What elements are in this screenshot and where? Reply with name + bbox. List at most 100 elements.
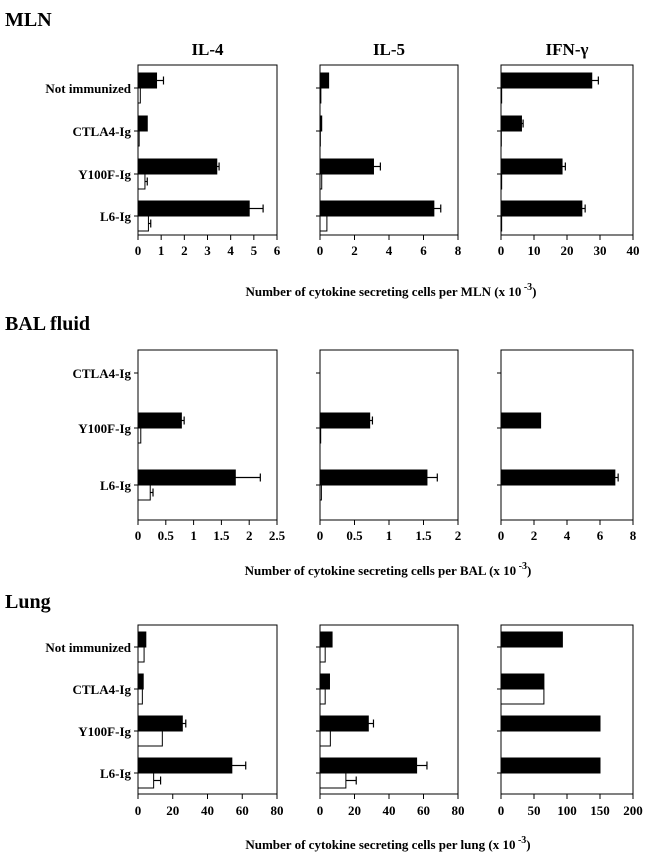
bar-open	[137, 688, 143, 705]
bar-open	[319, 173, 323, 190]
chart-root: MLN Not immunized CTLA4-Ig Y100F-Ig L6-Ig Num…	[5, 9, 643, 852]
category-label: Not immunized	[45, 81, 131, 96]
x-tick-label: 80	[452, 803, 465, 818]
bar-filled	[319, 469, 428, 486]
bar-filled	[319, 757, 418, 774]
panel-IL-5: 0 20 40 60 80	[316, 624, 465, 818]
bar-filled	[137, 115, 148, 132]
x-tick-label: 0	[135, 803, 142, 818]
bar-filled	[500, 412, 542, 429]
x-tick-label: 4	[386, 243, 393, 258]
bar-filled	[319, 200, 435, 217]
bar-filled	[500, 631, 563, 648]
bar-open	[500, 87, 503, 104]
bar-filled	[319, 158, 374, 175]
section-lung: Lung Not immunized CTLA4-Ig Y100F-Ig L6-Ig Nu…	[5, 591, 643, 852]
bar-filled	[137, 200, 250, 217]
x-tick-label: 0.5	[346, 528, 363, 543]
bar-filled	[137, 469, 236, 486]
panel-IL-4: 0 0.5 1 1.5 2 2.5	[134, 349, 286, 543]
section-title: Lung	[5, 591, 51, 613]
x-tick-label: 0	[135, 528, 142, 543]
bar-filled	[137, 72, 158, 89]
x-tick-label: 100	[557, 803, 577, 818]
x-tick-label: 0	[317, 243, 324, 258]
x-tick-label: 0	[317, 803, 324, 818]
panel-IFN-γ: 0 2 4 6 8	[497, 349, 637, 543]
bar-filled	[319, 412, 371, 429]
x-tick-label: 4	[227, 243, 234, 258]
bar-open	[319, 730, 331, 747]
bar-filled	[500, 200, 583, 217]
bar-open	[137, 646, 145, 663]
bar-open	[319, 427, 322, 444]
category-label: CTLA4-Ig	[72, 682, 131, 697]
bar-filled	[319, 715, 369, 732]
x-tick-label: 1	[190, 528, 197, 543]
column-title: IL-4	[191, 40, 224, 59]
bar-open	[137, 427, 142, 444]
bar-filled	[500, 158, 563, 175]
x-tick-label: 6	[597, 528, 604, 543]
x-tick-label: 2.5	[269, 528, 286, 543]
bar-open	[319, 87, 322, 104]
panel-IL-4: IL-4 0 1 2 3 4 5 6	[134, 40, 281, 258]
x-tick-label: 3	[204, 243, 211, 258]
x-tick-label: 6	[274, 243, 281, 258]
axes-frame	[500, 349, 634, 521]
panel-IL-5: 0 0.5 1 1.5 2	[316, 349, 462, 543]
column-title: IL-5	[373, 40, 405, 59]
category-label: L6-Ig	[100, 209, 132, 224]
bar-open	[137, 173, 146, 190]
category-label: L6-Ig	[100, 478, 132, 493]
x-tick-label: 60	[417, 803, 430, 818]
bar-filled	[137, 757, 233, 774]
bar-open	[319, 772, 347, 789]
x-tick-label: 40	[201, 803, 214, 818]
x-tick-label: 0	[498, 243, 505, 258]
bar-filled	[137, 715, 183, 732]
bar-filled	[500, 115, 522, 132]
bar-filled	[137, 631, 147, 648]
x-tick-label: 2	[531, 528, 538, 543]
section-bal-fluid: BAL fluid CTLA4-Ig Y100F-Ig L6-Ig Number of …	[5, 313, 637, 578]
x-tick-label: 10	[528, 243, 541, 258]
bar-open	[137, 484, 151, 501]
bar-open	[319, 646, 326, 663]
x-tick-label: 2	[455, 528, 462, 543]
bar-filled	[319, 673, 330, 690]
panel-IL-5: IL-5 0 2 4 6 8	[316, 40, 462, 258]
x-tick-label: 150	[590, 803, 610, 818]
bar-open	[500, 173, 503, 190]
panel-IFN-γ: IFN-γ 0 10 20 30 40	[497, 40, 640, 258]
section-mln: MLN Not immunized CTLA4-Ig Y100F-Ig L6-Ig Num…	[5, 9, 640, 299]
x-tick-label: 2	[351, 243, 358, 258]
category-label: Y100F-Ig	[78, 724, 131, 739]
bar-filled	[500, 757, 601, 774]
x-tick-label: 30	[594, 243, 607, 258]
category-label: CTLA4-Ig	[72, 124, 131, 139]
x-tick-label: 0	[498, 803, 505, 818]
x-tick-label: 0	[317, 528, 324, 543]
bar-open	[137, 772, 155, 789]
x-tick-label: 50	[528, 803, 541, 818]
x-tick-label: 5	[251, 243, 258, 258]
bar-open	[500, 215, 503, 232]
x-tick-label: 2	[181, 243, 188, 258]
x-tick-label: 200	[623, 803, 643, 818]
bar-filled	[319, 115, 323, 132]
x-tick-label: 20	[166, 803, 179, 818]
x-tick-label: 4	[564, 528, 571, 543]
x-tick-label: 0	[135, 243, 142, 258]
column-title: IFN-γ	[546, 40, 589, 59]
bar-filled	[137, 412, 182, 429]
category-label: Not immunized	[45, 640, 131, 655]
bar-open	[319, 688, 326, 705]
x-tick-label: 20	[561, 243, 574, 258]
section-title: MLN	[5, 9, 52, 31]
x-axis-label: Number of cytokine secreting cells per l…	[245, 835, 530, 852]
bar-open	[500, 688, 545, 705]
x-tick-label: 1.5	[213, 528, 230, 543]
bar-open	[319, 215, 328, 232]
